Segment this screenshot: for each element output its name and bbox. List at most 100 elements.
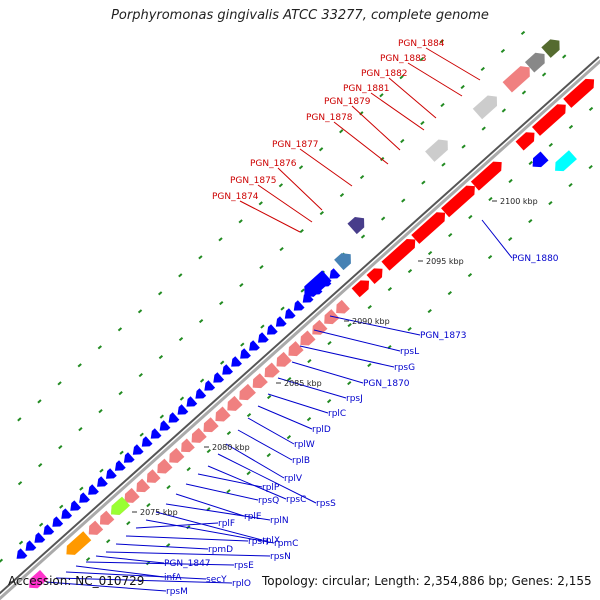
gene-label-side: rplE — [244, 512, 262, 522]
gene-blue — [213, 372, 225, 383]
leader-line — [115, 543, 209, 550]
tick-mark — [548, 200, 553, 206]
tick-mark — [159, 414, 164, 419]
gene-blue — [177, 404, 189, 415]
tick-mark — [220, 360, 225, 365]
tick-mark — [360, 234, 366, 239]
tick-mark — [481, 126, 486, 131]
tick-mark — [427, 250, 433, 256]
tick-mark — [541, 72, 547, 77]
gene-red — [411, 212, 446, 244]
tick-mark — [480, 66, 485, 72]
gene-red — [470, 161, 502, 191]
tick-mark — [99, 468, 104, 473]
leader-line — [145, 519, 275, 544]
genome-title: Porphyromonas gingivalis ATCC 33277, com… — [111, 8, 489, 23]
tick-mark — [347, 381, 352, 386]
backbone-line-inner — [0, 59, 600, 600]
tick-mark — [98, 409, 103, 414]
tick-mark — [400, 138, 405, 144]
tick-mark — [298, 165, 304, 170]
leader-line — [185, 483, 259, 501]
tick-mark — [166, 485, 171, 490]
tick-mark — [266, 395, 272, 400]
gene-blue — [114, 460, 126, 471]
gene-label-side: rpsG — [394, 363, 415, 373]
gene-label-side: rpsQ — [258, 496, 279, 506]
tick-mark — [300, 288, 305, 293]
gene-label-top: PGN_1874 — [212, 192, 259, 202]
leader-line — [291, 361, 364, 384]
tick-mark — [186, 467, 191, 472]
tick-mark — [447, 290, 452, 296]
gene-blue — [258, 332, 269, 343]
gene-blue — [79, 492, 90, 503]
tick-mark — [407, 327, 412, 332]
gene-label-side: rplB — [292, 456, 310, 466]
leader-line — [277, 167, 323, 211]
gene-label-side: rplW — [294, 440, 315, 450]
gene-orange — [66, 531, 92, 555]
tick-mark — [387, 286, 393, 292]
leader-line — [65, 571, 207, 580]
gene-label-side: rplD — [312, 425, 331, 435]
scale-label: 2075 kbp — [140, 508, 178, 517]
tick-mark — [258, 201, 263, 206]
tick-mark — [158, 291, 163, 296]
gene-blue — [275, 316, 287, 327]
tick-mark — [77, 363, 82, 368]
gene-blue — [222, 364, 234, 375]
tick-mark — [299, 228, 304, 234]
gene-pink — [288, 341, 304, 357]
gene-pink — [99, 510, 115, 525]
tick-mark — [359, 174, 365, 180]
gene-red — [351, 280, 370, 298]
gene-pink — [227, 395, 243, 411]
tick-mark — [240, 342, 245, 347]
tick-mark — [441, 162, 446, 167]
leader-line — [75, 565, 165, 578]
leader-line — [135, 522, 219, 529]
tick-mark — [548, 142, 553, 148]
tick-mark — [178, 337, 184, 342]
leader-line — [247, 417, 295, 445]
gene-features — [16, 39, 595, 589]
tick-mark — [59, 504, 64, 509]
leader-line — [388, 77, 437, 119]
tick-mark — [307, 358, 312, 364]
leader-line — [225, 443, 285, 479]
tick-mark — [419, 57, 424, 62]
tick-mark — [58, 445, 63, 450]
gene-blue — [186, 396, 198, 407]
gene-red — [381, 238, 416, 271]
leader-line — [207, 465, 287, 500]
leader-line — [125, 535, 249, 542]
gene-blue — [231, 356, 242, 367]
gene-pink — [157, 458, 173, 474]
gene-pink — [169, 447, 185, 463]
tick-mark — [327, 340, 332, 346]
leader-line — [481, 219, 513, 259]
tick-mark — [179, 396, 185, 401]
gene-red — [441, 185, 475, 218]
tick-mark — [448, 232, 453, 238]
tick-mark — [246, 471, 251, 476]
gene-label-side: secY — [206, 575, 227, 585]
topology-text: Topology: circular; Length: 2,354,886 bp… — [262, 574, 592, 588]
tick-mark — [57, 381, 62, 386]
gene-label-top: PGN_1877 — [272, 140, 319, 150]
leader-line — [239, 200, 301, 233]
tick-mark — [219, 300, 224, 306]
gene-pink — [336, 299, 350, 314]
leader-line — [407, 62, 463, 97]
tick-mark — [38, 522, 44, 527]
gene-blue — [266, 324, 278, 335]
gene-blue — [293, 300, 305, 311]
leader-line — [425, 47, 481, 81]
gene-label-top: PGN_1876 — [250, 159, 297, 169]
leader-line — [95, 555, 165, 564]
tick-mark — [158, 355, 164, 360]
tick-mark — [367, 304, 372, 310]
gene-label-side: rplV — [284, 474, 303, 484]
gene-label-side: rpsN — [270, 552, 291, 562]
